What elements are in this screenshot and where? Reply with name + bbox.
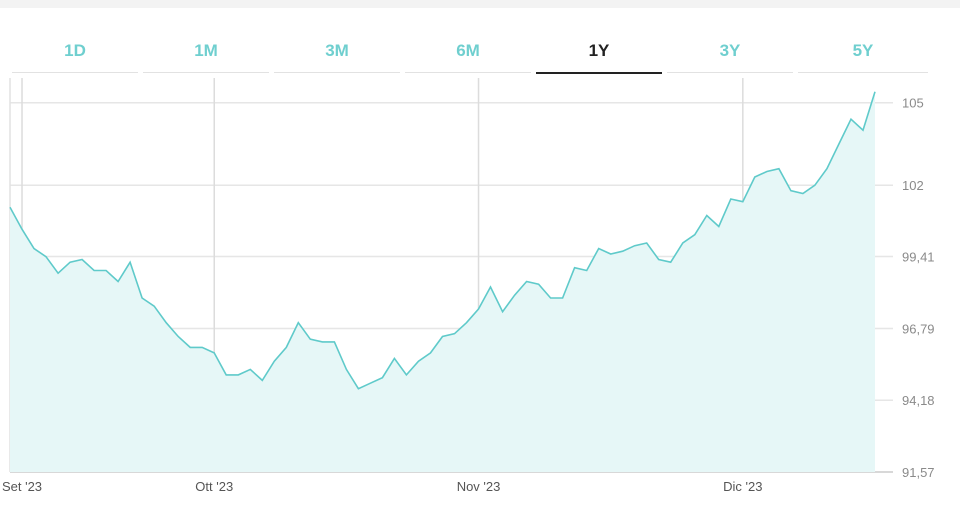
data-point <box>525 280 528 283</box>
data-point <box>381 376 384 379</box>
data-point <box>477 308 480 311</box>
data-point <box>369 382 372 385</box>
x-tick-label: Ott '23 <box>195 479 233 494</box>
data-point <box>333 341 336 344</box>
data-point <box>141 297 144 300</box>
data-point <box>850 118 853 121</box>
data-point <box>237 374 240 377</box>
data-point <box>814 184 817 187</box>
data-point <box>405 374 408 377</box>
data-point <box>441 335 444 338</box>
data-point <box>165 321 168 324</box>
data-point <box>573 266 576 269</box>
data-point <box>117 280 120 283</box>
data-point <box>669 261 672 264</box>
data-point <box>9 206 12 209</box>
data-point <box>549 297 552 300</box>
tab-1m[interactable]: 1M <box>143 30 269 73</box>
data-point <box>225 374 228 377</box>
data-point <box>862 129 865 132</box>
data-point <box>129 261 132 264</box>
data-point <box>585 269 588 272</box>
data-point <box>285 346 288 349</box>
top-strip <box>0 0 960 8</box>
data-point <box>93 269 96 272</box>
data-point <box>213 352 216 355</box>
data-point <box>681 242 684 245</box>
data-point <box>81 258 84 261</box>
y-tick-label: 91,57 <box>902 465 935 480</box>
data-point <box>177 335 180 338</box>
x-tick-label: Dic '23 <box>723 479 762 494</box>
y-tick-label: 105 <box>902 96 924 111</box>
data-point <box>297 321 300 324</box>
data-point <box>801 192 804 195</box>
data-point <box>753 176 756 179</box>
data-point <box>645 242 648 245</box>
y-tick-label: 99,41 <box>902 249 935 264</box>
data-point <box>501 310 504 313</box>
data-point <box>657 258 660 261</box>
tab-3y[interactable]: 3Y <box>667 30 793 73</box>
data-point <box>33 247 36 250</box>
y-tick-label: 94,18 <box>902 393 935 408</box>
data-point <box>597 247 600 250</box>
x-tick-label: Nov '23 <box>457 479 501 494</box>
data-point <box>537 283 540 286</box>
data-point <box>345 368 348 371</box>
y-axis-labels: 91,57 94,18 96,79 99,41 102 105 <box>902 96 935 480</box>
tab-1y[interactable]: 1Y <box>536 30 662 74</box>
data-point <box>765 170 768 173</box>
data-point <box>777 167 780 170</box>
data-point <box>357 387 360 390</box>
data-point <box>513 294 516 297</box>
data-point <box>261 379 264 382</box>
data-point <box>693 233 696 236</box>
data-point <box>789 189 792 192</box>
data-point <box>273 360 276 363</box>
data-point <box>465 321 468 324</box>
price-area-fill <box>10 91 875 472</box>
data-point <box>621 250 624 253</box>
data-point <box>45 255 48 258</box>
x-tick-label: Set '23 <box>2 479 42 494</box>
data-point <box>417 360 420 363</box>
data-point <box>321 341 324 344</box>
tab-1d[interactable]: 1D <box>12 30 138 73</box>
data-point <box>717 225 720 228</box>
data-point <box>249 368 252 371</box>
price-line <box>9 91 876 390</box>
x-axis-labels: Set '23 Ott '23 Nov '23 Dic '23 <box>2 479 763 494</box>
tab-6m[interactable]: 6M <box>405 30 531 73</box>
tab-3m[interactable]: 3M <box>274 30 400 73</box>
data-point <box>874 90 877 93</box>
data-point <box>561 297 564 300</box>
data-point <box>105 269 108 272</box>
data-point <box>729 198 732 201</box>
data-point <box>189 346 192 349</box>
data-point <box>309 338 312 341</box>
y-tick-label: 102 <box>902 178 924 193</box>
data-point <box>705 214 708 217</box>
data-point <box>489 286 492 289</box>
data-point <box>429 352 432 355</box>
data-point <box>453 332 456 335</box>
data-point <box>57 272 60 275</box>
range-tabs: 1D 1M 3M 6M 1Y 3Y 5Y <box>0 30 960 74</box>
data-point <box>838 143 841 146</box>
tab-5y[interactable]: 5Y <box>798 30 928 73</box>
data-point <box>201 346 204 349</box>
data-point <box>69 261 72 264</box>
data-point <box>21 228 24 231</box>
data-point <box>741 200 744 203</box>
data-point <box>826 167 829 170</box>
data-point <box>633 244 636 247</box>
data-point <box>609 253 612 256</box>
data-point <box>393 357 396 360</box>
y-tick-label: 96,79 <box>902 321 935 336</box>
data-point <box>153 305 156 308</box>
